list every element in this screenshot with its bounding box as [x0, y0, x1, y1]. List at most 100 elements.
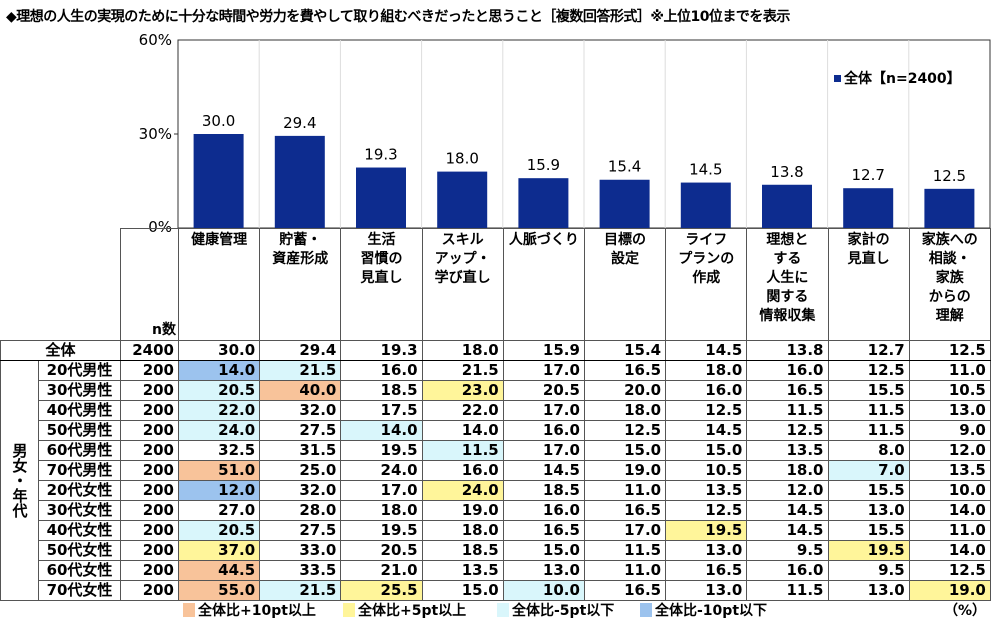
value-cell: 16.5 [665, 560, 748, 581]
value-cell: 17.0 [340, 480, 423, 501]
row-label: 40代女性 [38, 520, 121, 541]
value-cell: 13.0 [665, 580, 748, 601]
value-cell: 15.5 [827, 520, 910, 541]
value-cell: 37.0 [177, 540, 261, 561]
row-label: 30代男性 [38, 380, 121, 401]
value-cell: 16.0 [746, 560, 829, 581]
data-label: 12.7 [851, 166, 884, 184]
unit-label: （%） [944, 600, 986, 620]
value-cell: 18.0 [421, 340, 504, 361]
value-cell: 9.5 [827, 560, 910, 581]
value-cell: 15.4 [583, 340, 667, 361]
row-label: 全体 [0, 340, 121, 361]
value-cell: 25.0 [259, 460, 342, 481]
value-cell: 16.0 [340, 360, 423, 381]
column-header-line: 健康管理 [191, 232, 248, 248]
value-cell: 20.0 [583, 380, 667, 401]
value-cell: 11.0 [908, 360, 991, 381]
value-cell: 12.0 [746, 480, 829, 501]
value-cell: 11.5 [827, 420, 910, 441]
table-row: 60代女性 200 44.5 33.5 21.0 13.5 13.0 11.0 16.5 16.0… [1, 560, 991, 581]
column-header-line: 理解 [935, 308, 964, 324]
bar [193, 134, 244, 228]
value-cell: 14.0 [908, 540, 991, 561]
value-cell: 13.5 [421, 560, 504, 581]
value-cell: 12.0 [177, 480, 261, 501]
table-row: 30代男性 200 20.5 40.0 18.5 23.0 20.5 20.0 16.0 16.5… [1, 380, 991, 401]
value-cell: 16.5 [746, 380, 829, 401]
legend-label: 全体比+10pt以上 [198, 603, 316, 619]
value-cell: 10.5 [665, 460, 748, 481]
value-cell: 12.5 [827, 360, 910, 381]
value-cell: 8.0 [827, 440, 910, 461]
n-cell: 200 [120, 400, 179, 421]
legend-item-plus10: 全体比+10pt以上 [183, 600, 316, 620]
value-cell: 33.5 [259, 560, 342, 581]
column-header: 生活 習慣の 見直し [340, 228, 423, 341]
value-cell: 20.5 [177, 380, 261, 401]
value-cell: 19.3 [340, 340, 423, 361]
n-cell: 200 [120, 440, 179, 461]
column-header-line: 見直し [360, 270, 403, 286]
value-cell: 19.5 [665, 520, 748, 541]
value-cell: 19.5 [340, 440, 423, 461]
row-label: 40代男性 [38, 400, 121, 421]
n-cell: 200 [120, 540, 179, 561]
value-cell: 15.0 [665, 440, 748, 461]
legend-label: 全体【n=2400】 [844, 71, 961, 87]
value-cell: 11.5 [746, 580, 829, 601]
data-label: 13.8 [770, 163, 803, 181]
bar [843, 188, 894, 228]
chart-legend: 全体【n=2400】 [834, 68, 961, 88]
data-label: 19.3 [364, 146, 397, 164]
legend-item-minus10: 全体比-10pt以下 [640, 600, 767, 620]
value-cell: 24.0 [177, 420, 261, 441]
column-header-line: 人生に [766, 270, 809, 286]
value-cell: 21.5 [259, 580, 342, 601]
value-cell: 12.5 [908, 340, 991, 361]
legend-swatch [497, 603, 509, 617]
bar [274, 135, 325, 228]
n-cell: 2400 [120, 340, 179, 361]
value-cell: 11.0 [908, 520, 991, 541]
value-cell: 11.0 [583, 480, 667, 501]
value-cell: 10.0 [502, 580, 585, 601]
legend-label: 全体比-5pt以下 [512, 603, 615, 619]
column-header-line: 習慣の [360, 251, 403, 267]
value-cell: 16.5 [502, 520, 585, 541]
table-row: 20代女性 200 12.0 32.0 17.0 24.0 18.5 11.0 13.5 12.0… [1, 480, 991, 501]
bar [762, 184, 812, 228]
column-header-line: 目標の [604, 232, 647, 248]
value-cell: 19.0 [421, 500, 504, 521]
column-header-line: 生活 [367, 232, 396, 248]
legend-label: 全体比-10pt以下 [655, 603, 768, 619]
value-cell: 27.5 [259, 520, 342, 541]
value-cell: 11.5 [827, 400, 910, 421]
value-cell: 10.5 [908, 380, 991, 401]
n-header: n数 [120, 228, 179, 341]
bar [924, 188, 975, 228]
value-cell: 16.0 [502, 420, 585, 441]
value-cell: 18.0 [665, 360, 748, 381]
group-label: 男女・年代 [0, 360, 39, 601]
n-cell: 200 [120, 380, 179, 401]
value-cell: 12.5 [665, 500, 748, 521]
value-cell: 30.0 [177, 340, 261, 361]
data-label: 12.5 [933, 167, 966, 185]
legend-swatch [640, 603, 652, 617]
n-cell: 200 [120, 420, 179, 441]
chart-title: ◆理想の人生の実現のために十分な時間や労力を費やして取り組むべきだったと思うこと… [6, 9, 790, 25]
value-cell: 14.5 [502, 460, 585, 481]
column-header: ライフ プランの 作成 [665, 228, 748, 341]
value-cell: 22.0 [177, 400, 261, 421]
column-header: 家計の 見直し [827, 228, 910, 341]
value-cell: 20.5 [502, 380, 585, 401]
value-cell: 13.0 [908, 400, 991, 421]
table-row: 60代男性 200 32.5 31.5 19.5 11.5 17.0 15.0 15.0 13.5… [1, 440, 991, 461]
n-cell: 200 [120, 520, 179, 541]
y-tick-label: 60% [138, 31, 172, 49]
table-row: 男女・年代 20代男性 200 14.0 21.5 16.0 21.5 17.0 16.5 18.… [0, 360, 991, 601]
y-tick-label: 30% [138, 125, 172, 143]
value-cell: 18.0 [746, 460, 829, 481]
value-cell: 18.5 [502, 480, 585, 501]
